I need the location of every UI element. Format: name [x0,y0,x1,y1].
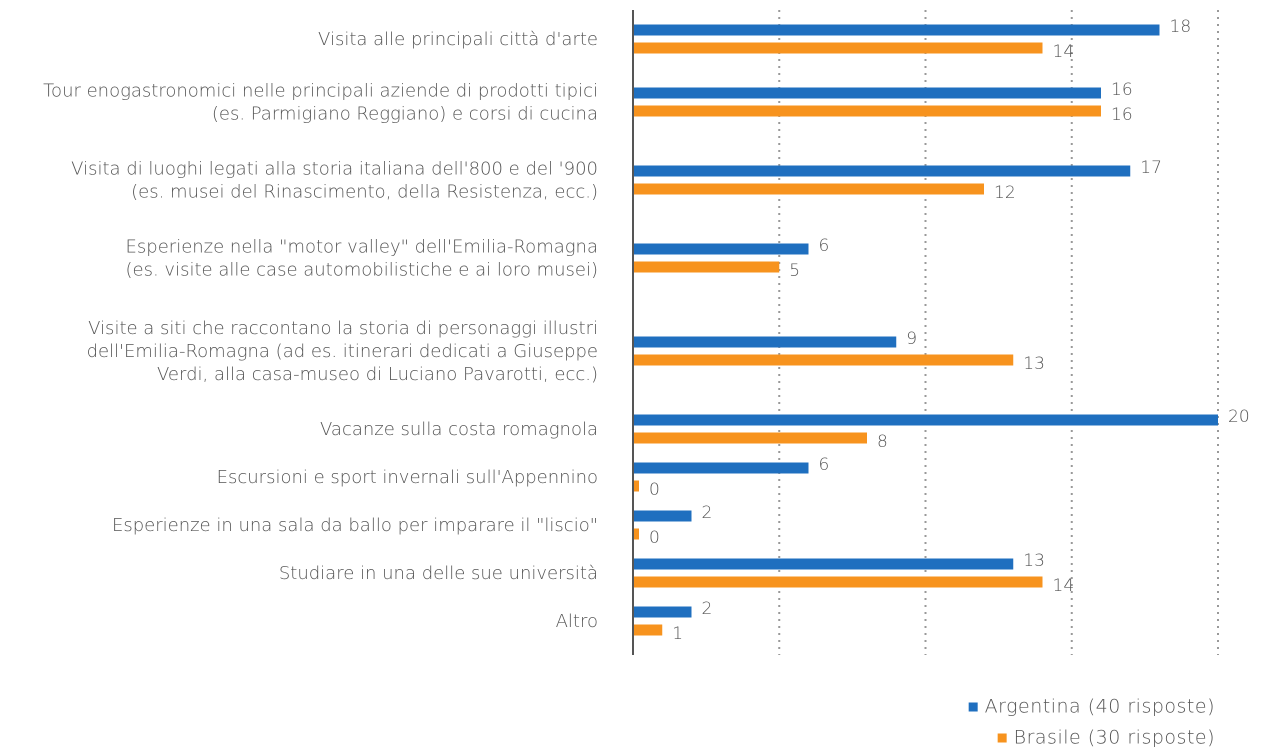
bar [633,336,897,348]
bar [633,165,1131,177]
value-label: 13 [1023,551,1045,571]
bar [633,462,809,474]
value-label: 8 [877,432,888,452]
category-label: (es. visite alle case automobilistiche e… [126,260,598,281]
value-label: 18 [1170,17,1192,37]
value-label: 16 [1111,105,1133,125]
category-label: Tour enogastronomici nelle principali az… [43,81,598,102]
bar [633,261,780,273]
category-label: (es. Parmigiano Reggiano) e corsi di cuc… [212,104,598,125]
value-label: 5 [789,261,800,281]
category-label: Visita alle principali città d'arte [318,29,598,50]
category-label: Vacanze sulla costa romagnola [320,419,598,440]
category-label: Altro [556,611,598,632]
bar [633,576,1043,588]
value-label: 2 [702,599,713,619]
bar [633,243,809,255]
bar [633,480,639,492]
bar [633,432,867,444]
bar [633,606,692,618]
value-label: 0 [649,528,660,548]
bar [633,558,1014,570]
value-label: 0 [649,480,660,500]
category-label: Esperienze nella "motor valley" dell'Emi… [126,237,598,258]
category-label: Escursioni e sport invernali sull'Appenn… [217,467,598,488]
value-label: 20 [1228,407,1250,427]
category-label: (es. musei del Rinascimento, della Resis… [131,182,598,203]
bar [633,42,1043,54]
value-label: 16 [1111,80,1133,100]
category-label: Esperienze in una sala da ballo per impa… [112,515,598,536]
bar [633,87,1101,99]
bar [633,105,1101,117]
value-label: 6 [819,236,830,256]
value-label: 1 [672,624,683,644]
category-label: Visite a siti che raccontano la storia d… [88,318,598,339]
value-label: 13 [1023,354,1045,374]
value-label: 14 [1053,576,1075,596]
value-label: 9 [906,329,917,349]
value-label: 2 [702,503,713,523]
bar [633,510,692,522]
value-label: 17 [1140,158,1162,178]
legend-label: Brasile (30 risposte) [1014,727,1215,749]
legend-swatch [997,733,1007,743]
bar [633,24,1160,36]
category-label: Verdi, alla casa-museo di Luciano Pavaro… [157,364,598,385]
bar [633,624,663,636]
bar [633,183,984,195]
category-label: dell'Emilia-Romagna (ad es. itinerari de… [87,341,598,362]
legend-label: Argentina (40 risposte) [985,696,1215,718]
category-label: Visita di luoghi legati alla storia ital… [71,159,598,180]
bar [633,414,1218,426]
bar [633,354,1014,366]
value-label: 6 [819,455,830,475]
value-label: 14 [1053,42,1075,62]
category-label: Studiare in una delle sue università [279,563,598,584]
legend-swatch [968,702,978,712]
value-label: 12 [994,183,1016,203]
bar [633,528,639,540]
